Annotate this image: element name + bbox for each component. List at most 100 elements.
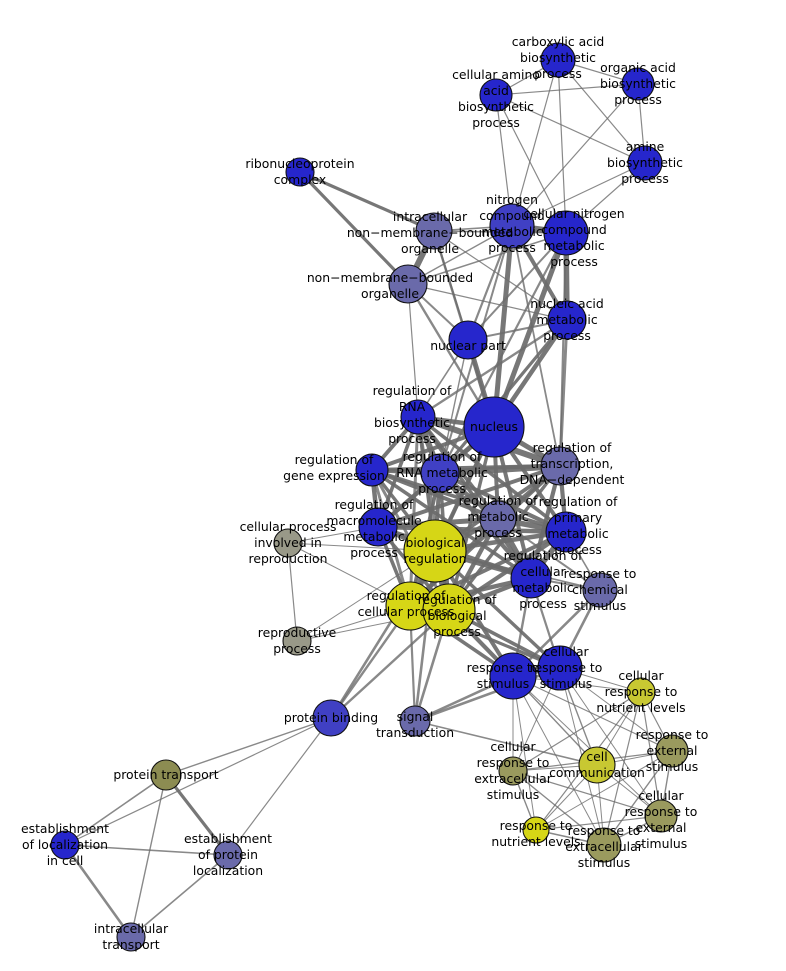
graph-node-regulation-of-rna-metabolic-process[interactable]	[420, 453, 460, 493]
graph-edge	[414, 720, 598, 766]
graph-edge	[64, 844, 229, 856]
graph-node-cellular-response-to-extracellular-stimulus[interactable]	[498, 756, 528, 786]
graph-node-nitrogen-compound-metabolic-process[interactable]	[489, 203, 535, 249]
graph-edge	[511, 225, 561, 467]
graph-node-label: amine biosynthetic process	[607, 138, 683, 185]
graph-node-label: cellular process involved in reproduction	[240, 518, 337, 565]
graph-node-cellular-nitrogen-compound-metabolic-process[interactable]	[543, 210, 589, 256]
graph-node-cellular-response-to-external-stimulus[interactable]	[644, 799, 678, 833]
graph-node-label: intracellular non−membrane−bounded organel…	[347, 208, 513, 255]
graph-node-intracellular-transport[interactable]	[116, 922, 146, 952]
graph-node-cell-communication[interactable]	[578, 746, 616, 784]
graph-node-regulation-of-cellular-metabolic-process[interactable]	[510, 557, 552, 599]
graph-node-response-to-stimulus[interactable]	[489, 652, 537, 700]
graph-edge	[375, 524, 569, 535]
graph-node-label: regulation of cellular process	[358, 587, 455, 618]
graph-edge	[512, 770, 605, 846]
graph-node-response-to-external-stimulus[interactable]	[655, 734, 689, 768]
graph-node-regulation-of-rna-biosynthetic-process[interactable]	[400, 399, 436, 435]
graph-node-cellular-amino-acid-biosynthetic-process[interactable]	[479, 78, 513, 112]
graph-node-label: nuclear part	[430, 338, 506, 353]
graph-node-protein-transport[interactable]	[150, 759, 182, 791]
graph-node-label: regulation of biological process	[418, 591, 497, 638]
graph-edge	[495, 94, 567, 234]
graph-node-label: regulation of macromolecule metabolic proce…	[326, 496, 421, 559]
graph-node-label: regulation of RNA metabolic process	[396, 448, 488, 495]
graph-edge	[511, 83, 639, 227]
graph-node-non-membrane-bounded-organelle[interactable]	[388, 264, 428, 304]
graph-node-label: cellular response to stimulus	[530, 643, 603, 690]
graph-node-regulation-of-primary-metabolic-process[interactable]	[545, 511, 587, 553]
graph-edge	[512, 675, 662, 817]
labels-layer: carboxylic acid biosynthetic process organi…	[21, 33, 708, 951]
graph-node-label: signal transduction	[376, 708, 454, 739]
graph-node-nucleus[interactable]	[463, 396, 525, 458]
graph-node-carboxylic-acid-biosynthetic-process[interactable]	[540, 42, 576, 78]
graph-node-biological-regulation[interactable]	[403, 519, 467, 583]
graph-node-establishment-of-protein-localization[interactable]	[213, 840, 243, 870]
graph-node-ribonucleoprotein-complex[interactable]	[285, 157, 315, 187]
graph-edge	[287, 542, 298, 642]
graph-node-regulation-of-gene-expression[interactable]	[355, 453, 389, 487]
graph-node-label: establishment of localization in cell	[21, 820, 109, 867]
graph-edge	[165, 717, 332, 776]
graph-edge	[535, 750, 673, 831]
graph-node-label: protein transport	[113, 767, 218, 782]
graph-node-regulation-of-transcription-dna-dependent[interactable]	[540, 446, 580, 486]
graph-node-protein-binding[interactable]	[312, 699, 350, 737]
graph-edge	[535, 815, 662, 831]
graph-edge	[130, 854, 229, 938]
graph-node-response-to-nutrient-levels[interactable]	[522, 816, 550, 844]
graph-edge	[63, 843, 133, 939]
graph-node-label: ribonucleoprotein complex	[245, 155, 354, 186]
graph-edge	[491, 223, 515, 430]
graph-node-label: regulation of primary metabolic process	[539, 493, 618, 556]
graph-edge	[512, 691, 642, 772]
graph-node-label: nucleic acid metabolic process	[530, 295, 604, 342]
graph-node-label: regulation of metabolic process	[459, 492, 538, 539]
graph-edge	[64, 717, 332, 846]
graph-node-label: reproductive process	[258, 624, 337, 655]
graph-edge	[603, 691, 642, 846]
graph-node-label: regulation of cellular metabolic process	[504, 547, 583, 610]
graph-edge	[512, 675, 673, 752]
graph-node-regulation-of-biological-process[interactable]	[422, 583, 476, 637]
graph-node-response-to-extracellular-stimulus[interactable]	[586, 827, 622, 863]
graph-node-label: cellular amino acid biosynthetic process	[452, 66, 540, 129]
graph-node-nuclear-part[interactable]	[448, 320, 488, 360]
graph-node-label: regulation of gene expression	[283, 451, 385, 482]
graph-node-cellular-process-involved-in-reproduction[interactable]	[273, 528, 303, 558]
graph-node-response-to-chemical-stimulus[interactable]	[582, 572, 618, 608]
graph-edge	[512, 675, 537, 831]
graph-edge	[416, 318, 569, 419]
graph-node-nucleic-acid-metabolic-process[interactable]	[547, 300, 587, 340]
graph-edge	[130, 774, 167, 938]
graph-node-label: biological regulation	[404, 534, 467, 565]
graph-edge	[329, 549, 437, 720]
graph-edge	[227, 717, 332, 856]
graph-node-label: protein binding	[284, 710, 378, 725]
graph-node-label: response to nutrient levels	[491, 817, 580, 848]
graph-edge	[64, 774, 167, 846]
graph-node-regulation-of-macromolecule-metabolic-process[interactable]	[358, 507, 398, 547]
graph-node-label: cellular response to nutrient levels	[596, 667, 685, 714]
graph-edge	[407, 283, 568, 321]
graph-node-cellular-response-to-nutrient-levels[interactable]	[626, 677, 656, 707]
graph-node-establishment-of-localization-in-cell[interactable]	[50, 830, 80, 860]
graph-edge	[298, 170, 410, 286]
graph-node-label: response to extracellular stimulus	[565, 822, 643, 869]
graph-node-label: nitrogen compound metabolic process	[479, 191, 544, 254]
graph-edge	[497, 518, 601, 591]
graph-node-intracellular-non-membrane-bounded-organelle[interactable]	[415, 212, 453, 250]
graph-edge	[512, 675, 605, 846]
graph-node-amine-biosynthetic-process[interactable]	[627, 145, 663, 181]
graph-node-organic-acid-biosynthetic-process[interactable]	[621, 67, 655, 101]
graph-node-label: cellular response to external stimulus	[625, 787, 698, 850]
graph-node-reproductive-process[interactable]	[282, 626, 312, 656]
graph-node-signal-transduction[interactable]	[399, 705, 431, 737]
graph-node-label: establishment of protein localization	[184, 830, 272, 877]
graph-node-regulation-of-metabolic-process[interactable]	[479, 500, 517, 538]
graph-node-cellular-response-to-stimulus[interactable]	[537, 645, 583, 691]
